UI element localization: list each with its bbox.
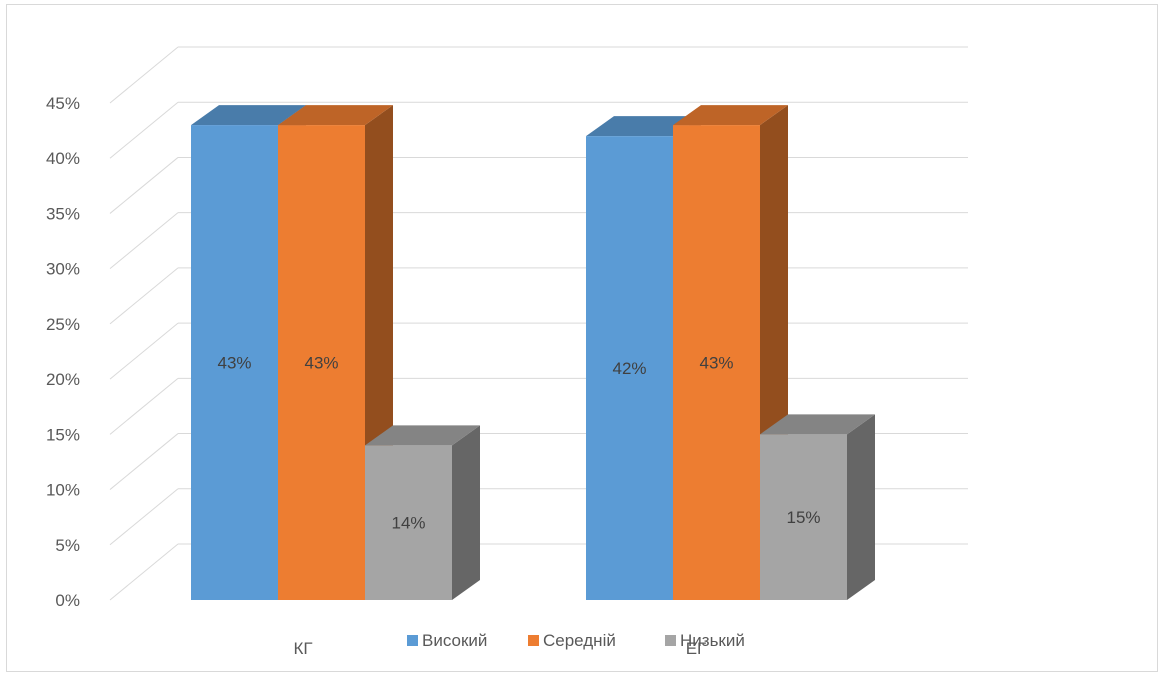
- y-tick-label: 10%: [46, 481, 80, 500]
- gridline-diagonal: [109, 433, 179, 490]
- data-label: 43%: [304, 354, 338, 373]
- gridline-diagonal: [109, 212, 179, 270]
- legend-swatch: [665, 635, 676, 646]
- bar-front: [365, 445, 452, 600]
- bar-front: [278, 125, 365, 600]
- y-tick-label: 20%: [46, 370, 80, 389]
- bar-top: [586, 116, 701, 137]
- legend-label: Середній: [543, 631, 616, 650]
- bar-side: [452, 425, 480, 600]
- legend-label: Високий: [422, 631, 487, 650]
- bar-front: [760, 434, 847, 600]
- bar-top: [673, 105, 788, 126]
- legend-swatch: [528, 635, 539, 646]
- legend-item: Низький: [665, 631, 745, 650]
- x-category-label: ЕГ: [686, 639, 707, 658]
- bar-front: [191, 125, 278, 600]
- y-axis-ticks: 0% 5% 10% 15% 20% 25% 30% 35% 40% 45%: [46, 94, 80, 610]
- gridline-diagonal: [109, 157, 179, 214]
- y-tick-label: 30%: [46, 260, 80, 279]
- legend: Високий Середній Низький: [407, 631, 745, 650]
- bar-front: [673, 125, 760, 600]
- bar-Низький-КГ: 14%: [365, 425, 480, 600]
- bar-top: [278, 105, 393, 126]
- bar-top: [760, 414, 875, 435]
- y-tick-label: 35%: [46, 204, 80, 223]
- gridline-diagonal: [109, 46, 179, 104]
- legend-swatch: [407, 635, 418, 646]
- x-axis-categories: КГ ЕГ: [293, 639, 706, 658]
- y-tick-label: 45%: [46, 94, 80, 113]
- data-label: 43%: [699, 354, 733, 373]
- bar-front: [586, 136, 673, 600]
- gridline-diagonal: [109, 322, 179, 380]
- y-tick-label: 40%: [46, 149, 80, 168]
- bar-side: [847, 414, 875, 600]
- bar-top: [365, 425, 480, 446]
- gridline-diagonal: [109, 377, 179, 435]
- legend-item: Середній: [528, 631, 616, 650]
- bar-Низький-ЕГ: 15%: [760, 414, 875, 600]
- data-label: 42%: [612, 359, 646, 378]
- legend-item: Високий: [407, 631, 487, 650]
- data-label: 14%: [391, 514, 425, 533]
- data-label: 43%: [217, 354, 251, 373]
- legend-label: Низький: [680, 631, 745, 650]
- gridline-diagonal: [109, 267, 179, 325]
- y-tick-label: 5%: [55, 536, 80, 555]
- data-label: 15%: [786, 508, 820, 527]
- bar-top: [191, 105, 306, 126]
- gridline-diagonal: [109, 488, 179, 546]
- gridline-diagonal: [109, 543, 179, 601]
- chart-area: [6, 4, 1158, 672]
- bars: 43% 43% 14% 42% 43% 15%: [191, 105, 875, 600]
- x-category-label: КГ: [293, 639, 312, 658]
- gridline-diagonal: [109, 101, 179, 159]
- y-tick-label: 25%: [46, 315, 80, 334]
- y-tick-label: 0%: [55, 591, 80, 610]
- y-tick-label: 15%: [46, 425, 80, 444]
